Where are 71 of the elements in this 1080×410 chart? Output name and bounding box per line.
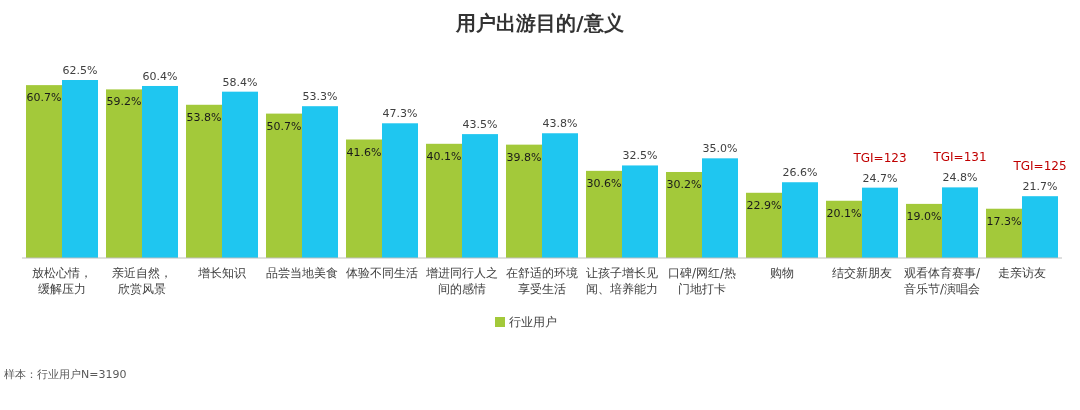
bar (586, 170, 622, 258)
bar (142, 85, 178, 258)
chart-title: 用户出游目的/意义 (455, 11, 624, 35)
data-label: 50.7% (266, 119, 302, 133)
x-tick-label: 增进同行人之间的感情 (425, 266, 498, 296)
x-tick-label: 在舒适的环境享受生活 (506, 266, 578, 296)
data-label: 32.5% (622, 149, 658, 163)
x-tick-label: 让孩子增长见闻、培养能力 (586, 266, 658, 296)
data-label: 30.6% (586, 176, 622, 190)
bar (462, 134, 498, 258)
bar (666, 171, 702, 258)
annotation: TGI=131 (932, 150, 987, 165)
x-tick-label: 增长知识 (197, 266, 246, 280)
bar (302, 106, 338, 258)
data-label: 53.3% (302, 90, 338, 104)
bar (426, 143, 462, 258)
data-label: 22.9% (746, 198, 782, 212)
data-label: 26.6% (782, 166, 818, 180)
data-label: 59.2% (106, 95, 142, 109)
bar (942, 187, 978, 258)
x-tick-label: 购物 (770, 266, 794, 280)
data-label: 24.8% (942, 171, 978, 185)
data-label: 43.8% (542, 117, 578, 131)
data-label: 24.7% (862, 171, 898, 185)
bar (702, 158, 738, 258)
data-label: 39.8% (506, 150, 542, 164)
bar (186, 104, 222, 258)
x-tick-label: 体验不同生活 (346, 266, 418, 280)
bar (62, 80, 98, 258)
bar (542, 133, 578, 258)
x-tick-label: 走亲访友 (998, 266, 1046, 280)
x-tick-label: 观看体育赛事/音乐节/演唱会 (903, 266, 981, 296)
data-label: 62.5% (62, 64, 98, 77)
bar (622, 165, 658, 258)
bar (222, 91, 258, 258)
legend-label: 行业用户 (509, 315, 557, 329)
x-tick-label: 放松心情，缓解压力 (32, 266, 92, 296)
bar (106, 89, 142, 258)
data-label: 43.5% (462, 118, 498, 132)
data-label: 60.4% (142, 69, 178, 83)
x-tick-label: 结交新朋友 (832, 266, 892, 280)
data-label: 17.3% (986, 214, 1022, 228)
text: 样本：行业用户N=3190 (4, 368, 127, 381)
bar (1022, 196, 1058, 258)
bar (266, 113, 302, 258)
bar (346, 139, 382, 258)
data-label: 35.0% (702, 142, 738, 156)
x-tick-label: 亲近自然，欣赏风景 (112, 266, 172, 296)
data-label: 20.1% (826, 206, 862, 220)
bar (862, 187, 898, 258)
annotation: TGI=125 (1012, 159, 1067, 174)
data-label: 30.2% (666, 177, 702, 191)
data-label: 40.1% (426, 149, 462, 163)
bar (826, 200, 862, 258)
annotation: TGI=123 (852, 150, 907, 165)
data-label: 47.3% (382, 107, 418, 121)
bar (746, 192, 782, 258)
bar (26, 85, 62, 258)
data-label: 19.0% (906, 209, 942, 223)
x-tick-label: 品尝当地美食 (266, 266, 338, 280)
data-label: 21.7% (1022, 180, 1058, 194)
data-label: 41.6% (346, 145, 382, 159)
bar (906, 203, 942, 258)
bar (382, 123, 418, 258)
x-tick-label: 口碑/网红/热门地打卡 (667, 266, 737, 296)
bar (506, 144, 542, 258)
bar (782, 182, 818, 258)
bar (986, 208, 1022, 258)
data-label: 58.4% (222, 75, 258, 89)
data-label: 53.8% (186, 110, 222, 124)
data-label: 60.7% (26, 91, 62, 105)
